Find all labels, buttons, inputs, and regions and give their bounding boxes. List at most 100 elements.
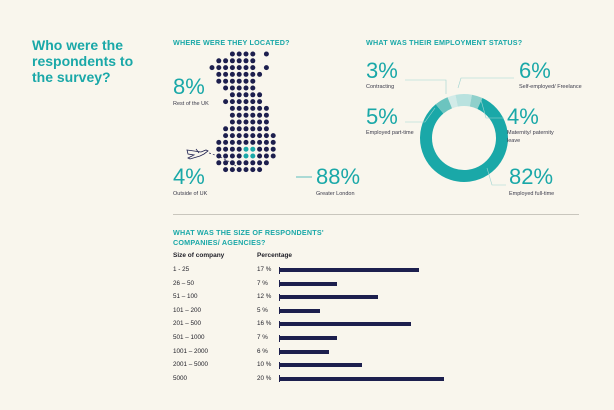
map-dot [243, 65, 249, 71]
map-dot [263, 139, 269, 145]
map-dot [229, 71, 235, 77]
map-dot [236, 78, 242, 84]
map-dot [250, 99, 256, 105]
map-dot [250, 126, 256, 132]
map-dot [236, 153, 242, 159]
map-dot [263, 160, 269, 166]
map-dot [250, 71, 256, 77]
part-time-pct: 5% [366, 104, 398, 129]
map-dot [263, 133, 269, 139]
map-dot [243, 105, 249, 111]
map-dot [229, 139, 235, 145]
map-dot [236, 112, 242, 118]
full-time-label: Employed full-time [509, 191, 555, 197]
map-dot [263, 51, 269, 57]
map-dot [223, 78, 229, 84]
map-dot [223, 99, 229, 105]
map-dot [263, 65, 269, 71]
map-dot [229, 146, 235, 152]
donut-slice-contracting [447, 94, 458, 109]
map-dot [223, 133, 229, 139]
map-dot [229, 78, 235, 84]
map-dot [263, 126, 269, 132]
map-dot [216, 153, 222, 159]
map-dot [270, 146, 276, 152]
map-dot [243, 92, 249, 98]
map-dot [250, 58, 256, 64]
map-dot [223, 146, 229, 152]
outside-uk-pct: 4% [173, 164, 205, 189]
map-dot [243, 160, 249, 166]
donut-slice-employed-full-time [420, 98, 508, 182]
company-size-label: 26 – 50 [173, 279, 195, 287]
map-dot [250, 160, 256, 166]
map-dot [209, 65, 215, 71]
map-dot [243, 133, 249, 139]
map-dot [243, 126, 249, 132]
map-dot [243, 71, 249, 77]
map-dot [257, 146, 263, 152]
london-dot [250, 146, 256, 152]
map-dot [223, 167, 229, 173]
map-dot [216, 139, 222, 145]
map-dot [250, 105, 256, 111]
part-time-label: Employed part-time [366, 130, 414, 136]
map-dot [236, 71, 242, 77]
map-dot [236, 126, 242, 132]
map-dot [236, 119, 242, 125]
company-size-bar [279, 376, 444, 381]
map-dot [236, 92, 242, 98]
map-dot [229, 133, 235, 139]
donut-connector-lines [405, 77, 514, 186]
map-dot [243, 119, 249, 125]
london-dot [250, 153, 256, 159]
map-dot [223, 126, 229, 132]
map-dot [216, 58, 222, 64]
contracting-pct: 3% [366, 58, 398, 83]
section-divider [173, 214, 579, 215]
map-dot [263, 112, 269, 118]
company-size-value-label: 10 % [257, 361, 272, 369]
map-dot [236, 146, 242, 152]
outside-uk-label: Outside of UK [173, 191, 208, 197]
map-dot [229, 92, 235, 98]
company-size-heading-line1: WHAT WAS THE SIZE OF RESPONDENTS' [173, 228, 324, 237]
map-dot [216, 78, 222, 84]
map-dot [216, 71, 222, 77]
company-size-label: 101 – 200 [173, 306, 202, 314]
map-dot [243, 85, 249, 91]
map-dot [257, 167, 263, 173]
map-dot [229, 112, 235, 118]
map-dot [229, 119, 235, 125]
map-dot [236, 99, 242, 105]
map-dot [216, 65, 222, 71]
map-dot [257, 160, 263, 166]
map-dot [270, 153, 276, 159]
map-dot [229, 51, 235, 57]
map-dot [229, 153, 235, 159]
self-employed-label: Self-employed/ Freelance [519, 84, 582, 90]
company-size-label: 501 – 1000 [173, 334, 205, 341]
map-dot [243, 51, 249, 57]
company-size-value-label: 16 % [257, 320, 272, 328]
company-size-label: 2001 – 5000 [173, 361, 209, 369]
map-dot [236, 167, 242, 173]
map-dot [270, 139, 276, 145]
airplane-icon [186, 148, 209, 160]
map-dot [257, 119, 263, 125]
map-dot [250, 85, 256, 91]
map-dot [257, 133, 263, 139]
rest-of-uk-label: Rest of the UK [173, 101, 209, 107]
map-dot [263, 146, 269, 152]
company-size-label: 5000 [173, 374, 188, 382]
donut-slice-self-employed-freelance [455, 94, 472, 107]
map-dot [250, 65, 256, 71]
map-dot [250, 51, 256, 57]
map-dot [229, 105, 235, 111]
greater-london-pct: 88% [316, 164, 361, 189]
map-dot [257, 112, 263, 118]
map-dot [257, 92, 263, 98]
map-dot [243, 78, 249, 84]
